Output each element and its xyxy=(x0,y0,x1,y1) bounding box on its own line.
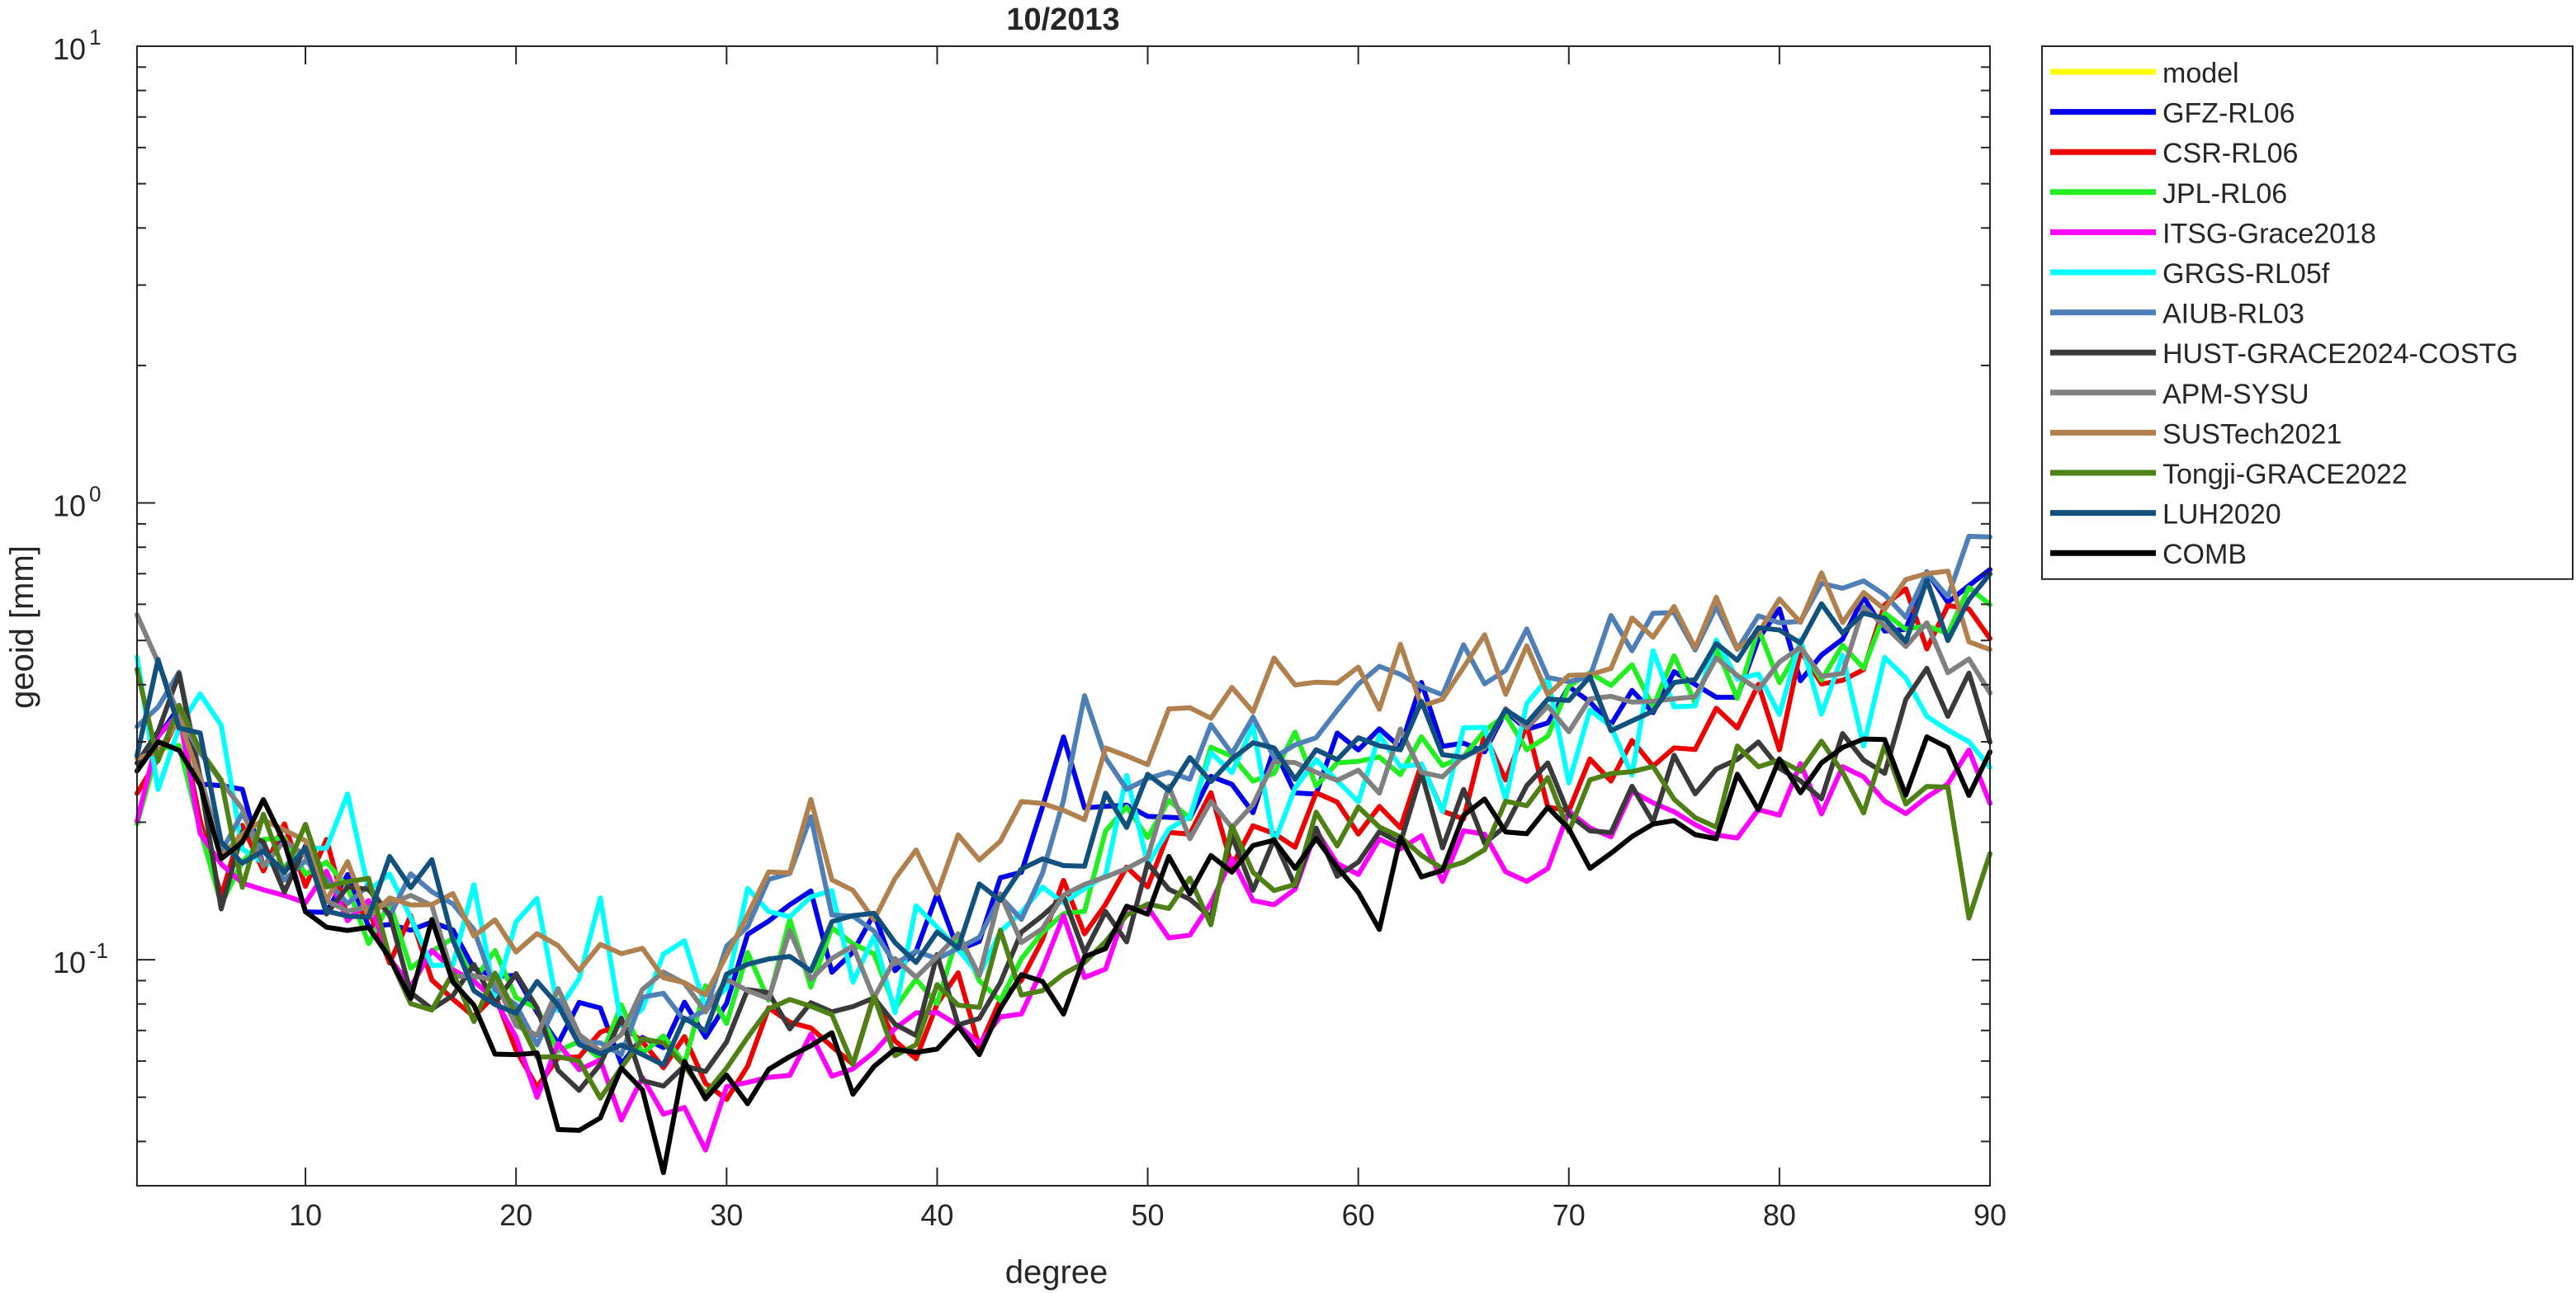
y-tick-label: 10 xyxy=(53,946,86,979)
legend-label: model xyxy=(2162,58,2239,89)
chart-title: 10/2013 xyxy=(1006,2,1119,37)
y-tick-label: 10 xyxy=(53,489,86,523)
x-tick-label: 80 xyxy=(1763,1198,1796,1232)
legend-label: SUSTech2021 xyxy=(2162,418,2342,450)
x-tick-label: 90 xyxy=(1973,1198,2006,1232)
legend-label: ITSG-Grace2018 xyxy=(2162,218,2376,249)
y-tick-exponent: 0 xyxy=(89,482,101,507)
legend-label: JPL-RL06 xyxy=(2162,178,2287,210)
x-axis-label: degree xyxy=(1005,1254,1108,1291)
legend-label: Tongji-GRACE2022 xyxy=(2162,459,2408,490)
legend-label: CSR-RL06 xyxy=(2162,138,2298,169)
x-tick-label: 30 xyxy=(710,1198,743,1232)
legend-label: GFZ-RL06 xyxy=(2162,98,2295,130)
x-tick-label: 20 xyxy=(499,1198,532,1232)
y-tick-exponent: 1 xyxy=(89,25,101,50)
x-tick-label: 50 xyxy=(1132,1198,1165,1232)
legend-label: AIUB-RL03 xyxy=(2162,299,2304,330)
legend-label: COMB xyxy=(2162,539,2247,570)
legend-label: GRGS-RL05f xyxy=(2162,258,2330,290)
y-tick-label: 10 xyxy=(53,32,86,66)
legend-label: HUST-GRACE2024-COSTG xyxy=(2162,338,2518,370)
legend-label: LUH2020 xyxy=(2162,499,2281,531)
legend: model GFZ-RL06 CSR-RL06 JPL-RL06 ITSG-Grace2… xyxy=(2042,46,2573,579)
x-tick-label: 70 xyxy=(1553,1198,1586,1232)
x-tick-label: 60 xyxy=(1342,1198,1375,1232)
x-tick-label: 40 xyxy=(920,1198,953,1232)
y-axis-label: geoid [mm] xyxy=(4,545,40,709)
legend-label: APM-SYSU xyxy=(2162,379,2309,410)
y-tick-exponent: -1 xyxy=(89,938,108,963)
x-tick-label: 10 xyxy=(289,1198,322,1232)
